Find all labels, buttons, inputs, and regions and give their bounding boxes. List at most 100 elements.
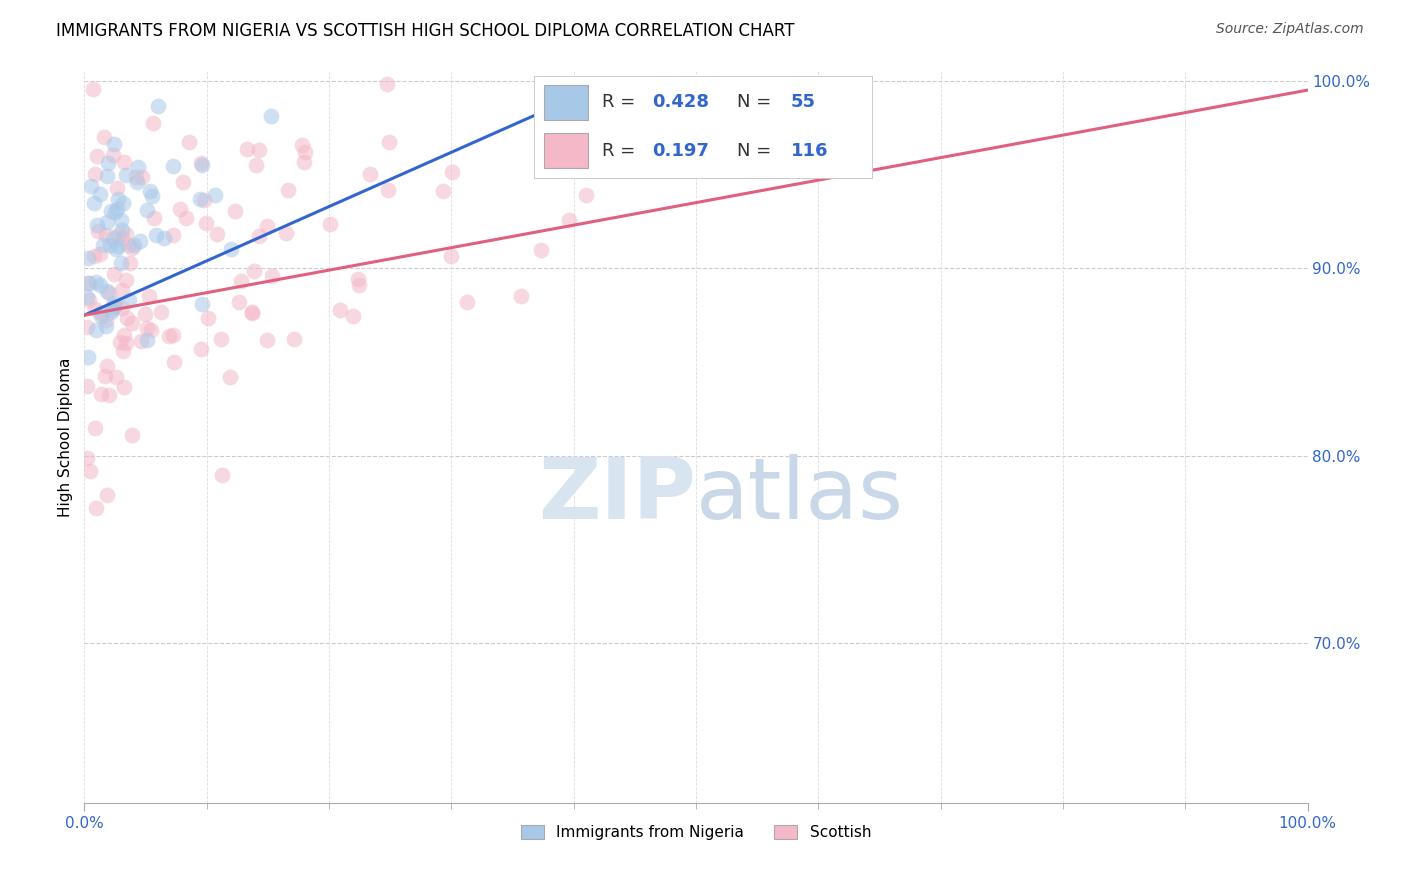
Point xyxy=(162,328,184,343)
Point xyxy=(77,251,100,265)
Point xyxy=(169,202,191,217)
Text: R =: R = xyxy=(602,94,641,112)
Point xyxy=(111,223,134,237)
Point xyxy=(245,158,267,172)
Point xyxy=(76,450,98,465)
Point xyxy=(115,311,138,326)
Point xyxy=(219,243,242,257)
Point xyxy=(249,228,271,243)
Point xyxy=(103,299,125,313)
Point xyxy=(84,323,107,337)
Point xyxy=(96,228,118,243)
Point xyxy=(134,307,156,321)
Point xyxy=(94,318,117,333)
Point xyxy=(138,289,160,303)
Text: IMMIGRANTS FROM NIGERIA VS SCOTTISH HIGH SCHOOL DIPLOMA CORRELATION CHART: IMMIGRANTS FROM NIGERIA VS SCOTTISH HIGH… xyxy=(56,22,794,40)
Text: atlas: atlas xyxy=(696,454,904,537)
Point xyxy=(262,269,284,284)
Point xyxy=(125,169,148,184)
Point xyxy=(294,145,316,160)
Point xyxy=(80,178,103,193)
Point xyxy=(112,196,135,211)
Point xyxy=(76,290,98,304)
Point xyxy=(441,165,464,179)
Point xyxy=(162,159,184,173)
Point xyxy=(76,276,98,290)
Point xyxy=(83,302,105,317)
Point xyxy=(162,228,184,243)
Point xyxy=(224,204,246,219)
Y-axis label: High School Diploma: High School Diploma xyxy=(58,358,73,516)
Point xyxy=(105,202,128,216)
Point xyxy=(571,78,593,92)
Point xyxy=(568,111,591,125)
Point xyxy=(86,149,108,163)
Point xyxy=(90,310,112,324)
Point xyxy=(77,293,100,307)
Point xyxy=(346,272,368,286)
Point xyxy=(541,112,564,127)
Point xyxy=(76,319,98,334)
Point xyxy=(104,205,127,219)
Point xyxy=(110,213,132,227)
Point xyxy=(274,227,297,241)
Point xyxy=(575,187,598,202)
Point xyxy=(115,169,138,183)
Point xyxy=(136,203,159,218)
Point xyxy=(100,302,122,317)
Point xyxy=(283,332,305,346)
Point xyxy=(240,306,263,320)
Point xyxy=(141,189,163,203)
Point xyxy=(96,215,118,229)
Point xyxy=(319,217,342,231)
Point xyxy=(87,224,110,238)
Point xyxy=(84,501,107,516)
Point xyxy=(96,169,118,183)
Point xyxy=(121,242,143,256)
Point xyxy=(256,333,278,347)
Point xyxy=(77,350,100,364)
Point xyxy=(195,216,218,230)
Point xyxy=(139,184,162,198)
Point xyxy=(97,387,120,401)
Text: 0.428: 0.428 xyxy=(652,94,710,112)
Point xyxy=(157,328,180,343)
Point xyxy=(153,231,176,245)
Point xyxy=(84,275,107,289)
Point xyxy=(329,303,352,318)
Point xyxy=(122,238,145,252)
Point xyxy=(121,316,143,330)
Point xyxy=(291,137,314,152)
Point xyxy=(110,256,132,270)
Point xyxy=(83,249,105,263)
Text: Source: ZipAtlas.com: Source: ZipAtlas.com xyxy=(1216,22,1364,37)
Point xyxy=(209,332,232,346)
Point xyxy=(142,116,165,130)
Point xyxy=(91,238,114,252)
Point xyxy=(84,167,107,181)
Point xyxy=(111,231,134,245)
Point xyxy=(188,193,211,207)
Text: 55: 55 xyxy=(790,94,815,112)
Point xyxy=(219,369,242,384)
Point xyxy=(377,184,399,198)
Point xyxy=(103,137,125,152)
Point xyxy=(110,334,132,349)
Point xyxy=(76,379,98,393)
Point xyxy=(100,305,122,319)
Point xyxy=(260,109,283,123)
Point xyxy=(107,239,129,253)
Point xyxy=(277,183,299,197)
Point xyxy=(97,156,120,170)
Point xyxy=(117,238,139,252)
Point xyxy=(107,228,129,243)
Point xyxy=(191,158,214,172)
Point xyxy=(139,323,162,337)
Point xyxy=(163,354,186,368)
Point xyxy=(190,156,212,170)
Point xyxy=(347,277,370,292)
Point xyxy=(112,155,135,169)
Point xyxy=(107,181,129,195)
Point xyxy=(101,230,124,244)
Point xyxy=(90,387,112,401)
